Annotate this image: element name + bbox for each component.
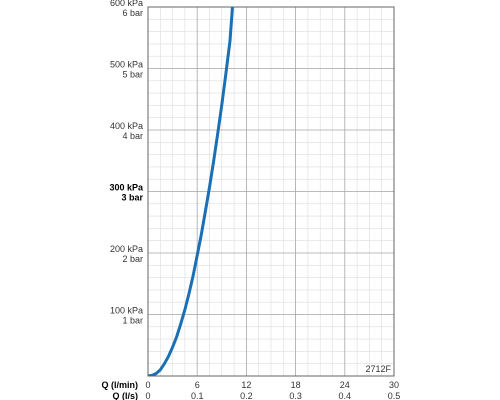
chart-code-label: 2712F xyxy=(365,364,391,374)
y-tick-label-bar: 5 bar xyxy=(122,70,143,80)
x-tick-label-primary: 0 xyxy=(145,380,150,390)
y-tick-label-bar: 1 bar xyxy=(122,316,143,326)
y-tick-label-kpa: 300 kPa xyxy=(109,183,144,193)
y-tick-label-bar: 2 bar xyxy=(122,254,143,264)
x-tick-label-secondary: 0.3 xyxy=(289,391,302,400)
y-tick-label-bar: 3 bar xyxy=(121,193,143,203)
y-tick-label-bar: 4 bar xyxy=(122,131,143,141)
x-axis-title-secondary: Q (l/s) xyxy=(112,391,138,400)
y-tick-label-kpa: 500 kPa xyxy=(110,60,143,70)
x-axis-labels: 00 60.1 120.2 180.3 240.4 300.5 xyxy=(145,380,400,400)
y-tick-label-kpa: 200 kPa xyxy=(110,244,143,254)
y-tick-label-kpa: 600 kPa xyxy=(110,0,143,8)
x-tick-label-primary: 12 xyxy=(241,380,251,390)
x-tick-label-primary: 18 xyxy=(291,380,301,390)
x-tick-label-secondary: 0.4 xyxy=(339,391,352,400)
x-tick-label-secondary: 0 xyxy=(145,391,150,400)
y-tick-label-kpa: 400 kPa xyxy=(110,121,143,131)
y-tick-label-kpa: 100 kPa xyxy=(110,306,143,316)
x-tick-label-secondary: 0.2 xyxy=(240,391,253,400)
y-tick-label-bar: 6 bar xyxy=(122,8,143,18)
series-group xyxy=(148,7,234,376)
series-line xyxy=(148,7,234,376)
x-tick-label-primary: 30 xyxy=(389,380,399,390)
plot-frame xyxy=(147,6,395,377)
x-tick-label-secondary: 0.5 xyxy=(388,391,401,400)
x-tick-label-primary: 24 xyxy=(340,380,350,390)
x-tick-label-primary: 6 xyxy=(195,380,200,390)
x-tick-label-secondary: 0.1 xyxy=(191,391,204,400)
x-axis-title-primary: Q (l/min) xyxy=(102,380,139,390)
